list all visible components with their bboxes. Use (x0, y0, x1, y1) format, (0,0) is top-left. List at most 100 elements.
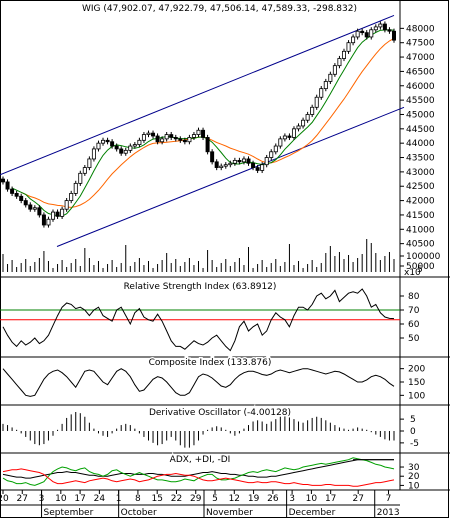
adx-line (2, 459, 394, 479)
candle-body (37, 207, 42, 216)
price-y-tick-label: 40500 (406, 240, 435, 250)
candle-body (123, 149, 128, 154)
candle-body (314, 96, 319, 108)
candle-body (137, 139, 142, 146)
volume-unit-label: x10 (404, 268, 421, 278)
volume-group (2, 239, 395, 272)
price-y-tick-label: 43500 (406, 154, 435, 164)
x-tick-label: 3 (289, 494, 295, 504)
candle-body (369, 29, 374, 38)
candle-body (391, 30, 396, 41)
candle-body (10, 188, 15, 194)
candle-body (5, 181, 10, 190)
candle-body (382, 23, 387, 31)
price-y-tick-label: 47000 (406, 53, 435, 63)
candle-body (332, 65, 337, 75)
x-tick-label: 27 (352, 494, 363, 504)
month-label: September (44, 508, 94, 518)
price-y-tick-label: 41500 (406, 211, 435, 221)
candle-body (191, 134, 196, 138)
candle-body (55, 211, 60, 217)
candle-body (64, 200, 69, 210)
price-y-tick-label: 41000 (406, 225, 435, 235)
candle-body (237, 159, 242, 163)
candle-body (151, 132, 156, 137)
candle-body (246, 158, 251, 164)
candle-body (96, 142, 101, 150)
candle-body (210, 151, 215, 163)
candle-body (201, 129, 206, 138)
candle-body (337, 58, 342, 67)
candle-body (196, 129, 201, 135)
candle-body (82, 167, 87, 174)
candle-body (301, 119, 306, 127)
candle-body (232, 159, 237, 164)
x-tick-label: 15 (151, 494, 162, 504)
candle-body (341, 50, 346, 59)
x-tick-label: 17 (74, 494, 85, 504)
candle-body (387, 29, 392, 32)
candle-body (14, 193, 19, 197)
x-tick-label: 17 (325, 494, 336, 504)
rsi-y-tick-label: 80 (408, 292, 420, 302)
x-tick-label: 7 (386, 494, 392, 504)
candle-body (132, 144, 137, 147)
month-label: October (121, 508, 157, 518)
price-y-tick-label: 43000 (406, 168, 435, 178)
month-label: November (206, 508, 253, 518)
candle-body (69, 193, 74, 201)
candles-group (0, 21, 396, 228)
derivative-y-tick-label: -5 (410, 439, 419, 449)
rsi-y-tick-label: 70 (408, 306, 420, 316)
candle-body (255, 167, 260, 171)
adx-y-tick-label: 20 (408, 472, 420, 482)
candle-body (28, 204, 33, 210)
candle-body (32, 207, 37, 210)
candle-body (164, 134, 169, 140)
candle-body (296, 125, 301, 130)
x-tick-label: 22 (171, 494, 182, 504)
candle-body (378, 23, 383, 28)
adx-y-tick-label: 10 (408, 481, 420, 491)
candle-body (23, 200, 28, 206)
x-tick-label: 26 (267, 494, 279, 504)
price-y-tick-label: 44500 (406, 125, 435, 135)
candle-body (73, 182, 78, 194)
candle-body (205, 137, 210, 153)
minus-di-line (2, 468, 395, 487)
candle-body (105, 139, 110, 143)
derivative-bars-group (2, 412, 395, 448)
x-tick-label: 8 (135, 494, 141, 504)
candle-body (228, 162, 233, 166)
candle-body (41, 214, 46, 226)
volume-y-tick-label: 100000 (406, 252, 441, 262)
price-y-tick-label: 45000 (406, 110, 435, 120)
candle-body (373, 26, 378, 31)
derivative-y-tick-label: 0 (410, 427, 416, 437)
x-tick-label: 20 (0, 494, 9, 504)
month-label: December (289, 508, 336, 518)
candle-body (128, 145, 133, 151)
candle-body (19, 195, 24, 201)
derivative-title: Derivative Oscillator (-4.00128) (149, 408, 291, 418)
composite-index-line (2, 368, 395, 397)
price-y-tick-label: 45500 (406, 96, 435, 106)
channel-upper-line (0, 14, 395, 176)
candle-body (214, 161, 219, 168)
candle-body (328, 73, 333, 82)
candle-body (173, 137, 178, 140)
price-y-tick-label: 42000 (406, 197, 435, 207)
x-tick-label: 19 (248, 494, 260, 504)
price-title: WIG (47,902.07, 47,922.79, 47,506.14, 47… (82, 4, 357, 14)
candle-body (260, 164, 265, 171)
candle-body (119, 148, 124, 154)
x-tick-label: 10 (55, 494, 67, 504)
price-y-tick-label: 47500 (406, 39, 435, 49)
volume-y-tick-label: 50000 (406, 262, 435, 272)
candle-body (78, 172, 83, 184)
price-y-tick-label: 42500 (406, 182, 435, 192)
candle-body (364, 32, 369, 38)
composite-y-tick-label: 150 (408, 378, 425, 388)
